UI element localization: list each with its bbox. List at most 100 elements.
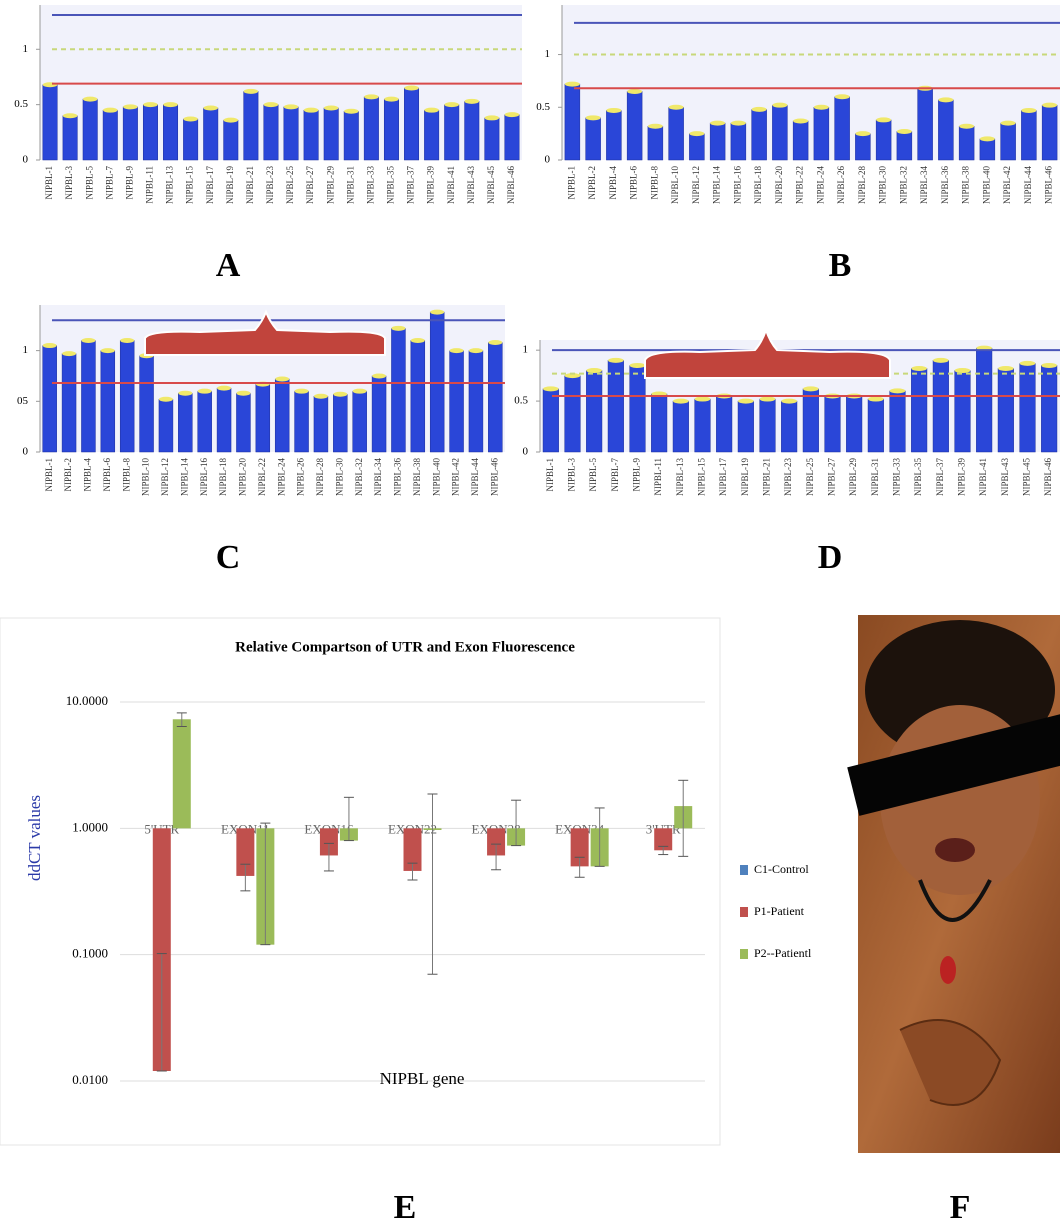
panel-label: C (216, 539, 241, 576)
bar (314, 396, 328, 452)
bar (630, 365, 646, 452)
bar (203, 108, 217, 160)
bar (264, 105, 278, 160)
bar (911, 369, 927, 452)
bar (855, 134, 870, 160)
x-tick-label: NIPBL-21 (762, 458, 772, 496)
bar-cap (159, 397, 173, 402)
x-tick-label: NIPBL-16 (732, 166, 742, 204)
x-tick-label: NIPBL-29 (325, 166, 335, 204)
x-tick-label: NIPBL-46 (506, 166, 516, 204)
x-tick-label: NIPBL-5 (84, 166, 94, 200)
bar-cap (120, 338, 134, 343)
x-tick-label: NIPBL-12 (160, 458, 170, 496)
y-tick-label: 0.5 (14, 98, 28, 110)
bar (178, 393, 192, 452)
bar (143, 105, 157, 160)
bar-cap (586, 368, 602, 373)
x-tick-label: NIPBL-44 (470, 458, 480, 496)
bar (83, 99, 97, 160)
x-tick-label: NIPBL-38 (412, 458, 422, 496)
bar-cap (781, 399, 797, 404)
bar-cap (689, 131, 704, 136)
bar (217, 388, 231, 452)
bar-cap (183, 117, 197, 122)
bar (716, 396, 732, 452)
x-tick-label: NIPBL-43 (466, 166, 476, 204)
bar (404, 88, 418, 160)
bar (689, 134, 704, 160)
bar (890, 391, 906, 452)
bar (1001, 123, 1016, 160)
bar-cap (897, 129, 912, 134)
bar (781, 401, 797, 452)
x-tick-label: NIPBL-3 (64, 166, 74, 200)
bar-cap (314, 394, 328, 399)
x-tick-label: NIPBL-6 (102, 458, 112, 492)
bar-cap (606, 108, 621, 113)
bar-cap (485, 115, 499, 120)
bar (760, 399, 776, 452)
bar (738, 401, 754, 452)
legend-label: P2--Patientl (754, 946, 812, 960)
bar (752, 109, 767, 160)
x-tick-label: NIPBL-43 (1000, 458, 1010, 496)
panel-label: A (216, 247, 241, 284)
x-tick-label: NIPBL-30 (878, 166, 888, 204)
bar (120, 340, 134, 452)
y-tick-label: 0.5 (536, 101, 550, 113)
bar (772, 105, 787, 160)
bar (256, 384, 270, 452)
legend-label: P1-Patient (754, 904, 805, 918)
bar (673, 401, 689, 452)
bar (63, 116, 77, 160)
x-tick-label: NIPBL-19 (740, 458, 750, 496)
y-tick-label: 10.0000 (66, 693, 108, 708)
bar-cap (224, 118, 238, 123)
x-tick-label: NIPBL-41 (978, 458, 988, 496)
bar (43, 346, 57, 452)
x-tick-label: NIPBL-35 (386, 166, 396, 204)
x-tick-label: NIPBL-1 (566, 166, 576, 200)
x-tick-label: NIPBL-37 (406, 166, 416, 204)
bar (183, 119, 197, 160)
bar (62, 354, 76, 452)
x-tick-label: NIPBL-20 (774, 166, 784, 204)
x-tick-label: NIPBL-3 (567, 458, 577, 492)
bar-cap (803, 386, 819, 391)
bar-cap (43, 343, 57, 348)
bar-cap (324, 105, 338, 110)
chart-title: Relative Compartson of UTR and Exon Fluo… (235, 639, 575, 655)
bar (159, 399, 173, 452)
bar (372, 376, 386, 452)
bar (1020, 363, 1036, 452)
legend-swatch (740, 865, 748, 875)
x-tick-label: NIPBL-23 (783, 458, 793, 496)
x-tick-label: NIPBL-4 (83, 458, 93, 492)
x-tick-label: NIPBL-18 (753, 166, 763, 204)
bar (353, 391, 367, 452)
bar-cap (543, 386, 559, 391)
bar-cap (876, 117, 891, 122)
bar-cap (384, 97, 398, 102)
bar (224, 120, 238, 160)
bar (103, 110, 117, 160)
bar-cap (695, 397, 711, 402)
x-tick-label: NIPBL-2 (63, 458, 73, 492)
bar (980, 139, 995, 160)
bar-cap (673, 399, 689, 404)
x-tick-label: NIPBL-25 (805, 458, 815, 496)
x-tick-label: NIPBL-24 (276, 458, 286, 496)
bar (384, 99, 398, 160)
x-tick-label: NIPBL-6 (629, 166, 639, 200)
y-tick-label: 0 (23, 446, 29, 458)
x-tick-label: NIPBL-33 (365, 166, 375, 204)
x-tick-label: NIPBL-1 (44, 166, 54, 200)
bar (998, 369, 1014, 452)
bar (565, 84, 580, 160)
y-tick-label: 1 (545, 48, 551, 60)
bar-cap (404, 86, 418, 91)
x-tick-label: NIPBL-31 (870, 458, 880, 496)
bar (565, 376, 581, 452)
bar-cap (465, 99, 479, 104)
